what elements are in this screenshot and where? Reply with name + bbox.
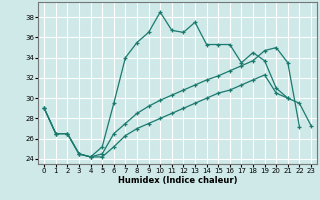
X-axis label: Humidex (Indice chaleur): Humidex (Indice chaleur): [118, 176, 237, 185]
